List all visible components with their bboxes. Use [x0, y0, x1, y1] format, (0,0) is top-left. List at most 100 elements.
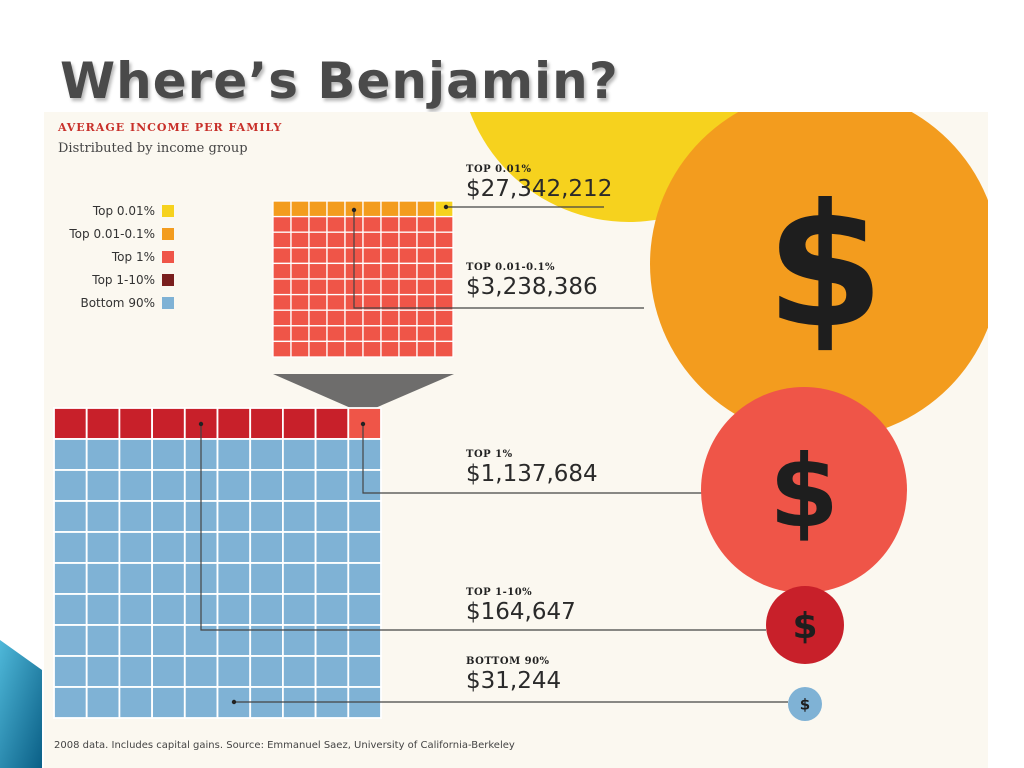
grid-cell	[281, 562, 317, 595]
leader-line	[362, 424, 704, 494]
grid-cell	[281, 500, 317, 533]
grid-cell	[344, 309, 364, 327]
grid-cell	[416, 200, 436, 218]
grid-cell	[118, 500, 154, 533]
callout-value: $164,647	[466, 599, 576, 625]
grid-cell	[416, 262, 436, 280]
grid-cell	[308, 293, 328, 311]
grid-cell	[53, 655, 88, 688]
bottom-grid	[53, 407, 382, 719]
infographic-panel: $ $ $ $ AVERAGE INCOME PER FAMILY Distribut…	[44, 112, 988, 768]
grid-cell	[347, 593, 382, 626]
grid-cell	[249, 531, 284, 564]
grid-cell	[151, 686, 186, 719]
callout-value: $3,238,386	[466, 274, 598, 300]
circle-top-1-10: $	[766, 586, 844, 664]
grid-cell	[308, 200, 328, 218]
grid-cell	[398, 231, 418, 249]
grid-cell	[290, 215, 310, 233]
callout-top-0-01: TOP 0.01% $27,342,212	[466, 164, 612, 202]
grid-cell	[53, 407, 88, 440]
grid-cell	[347, 438, 382, 471]
grid-cell	[290, 340, 310, 358]
grid-cell	[151, 562, 186, 595]
grid-cell	[326, 231, 346, 249]
circle-top-1: $	[701, 387, 907, 593]
grid-cell	[53, 500, 88, 533]
grid-cell	[53, 438, 88, 471]
grid-cell	[272, 215, 292, 233]
grid-cell	[53, 686, 88, 719]
grid-cell	[398, 340, 418, 358]
grid-cell	[53, 531, 88, 564]
callout-value: $1,137,684	[466, 461, 598, 487]
grid-cell	[398, 325, 418, 343]
grid-cell	[314, 593, 350, 626]
grid-cell	[416, 325, 436, 343]
grid-cell	[118, 407, 154, 440]
legend-item-top-0-01: Top 0.01%	[44, 201, 174, 221]
grid-cell	[326, 325, 346, 343]
leader-top-0-01	[443, 204, 604, 210]
grid-cell	[434, 309, 454, 327]
income-circle	[788, 687, 822, 721]
grid-cell	[85, 593, 121, 626]
leader-top-1	[360, 421, 704, 494]
grid-cell	[416, 340, 436, 358]
grid-cell	[216, 593, 252, 626]
grid-cell	[308, 262, 328, 280]
grid-cell	[216, 531, 252, 564]
grid-cell	[272, 293, 292, 311]
grid-cell	[281, 531, 317, 564]
grid-cell	[416, 247, 436, 265]
grid-cell	[398, 262, 418, 280]
grid-cell	[216, 562, 252, 595]
grid-cell	[249, 500, 284, 533]
grid-cell	[347, 655, 382, 688]
grid-cell	[308, 231, 328, 249]
grid-cell	[151, 531, 186, 564]
grid-cell	[53, 469, 88, 502]
dollar-sign-icon: $	[800, 695, 810, 713]
grid-cell	[362, 262, 382, 280]
grid-cell	[118, 562, 154, 595]
grid-cell	[308, 309, 328, 327]
grid-cell	[380, 215, 400, 233]
leader-top-1-10	[198, 421, 766, 631]
grid-cell	[434, 278, 454, 296]
leader-top-0-01-0-1	[351, 207, 644, 309]
grid-cell	[85, 500, 121, 533]
grid-cell	[290, 293, 310, 311]
legend-item-bottom-90: Bottom 90%	[44, 293, 174, 313]
grid-cell	[216, 655, 252, 688]
grid-cell	[326, 293, 346, 311]
grid-cell	[118, 655, 154, 688]
grid-cell	[53, 593, 88, 626]
dollar-sign-icon: $	[792, 606, 817, 647]
grid-cell	[290, 309, 310, 327]
grid-cell	[326, 262, 346, 280]
callout-label: BOTTOM 90%	[466, 656, 550, 667]
grid-cell	[272, 247, 292, 265]
leader-line	[200, 424, 766, 631]
grid-cell	[151, 469, 186, 502]
grid-cell	[118, 469, 154, 502]
circle-bottom-90: $	[788, 687, 822, 721]
grid-cell	[380, 200, 400, 218]
grid-cell	[344, 325, 364, 343]
leader-dot	[231, 699, 237, 705]
grid-cell	[380, 340, 400, 358]
grid-cell	[272, 231, 292, 249]
grid-cell	[434, 200, 454, 218]
grid-cell	[326, 278, 346, 296]
grid-cell	[85, 407, 121, 440]
leader-dot	[443, 204, 449, 210]
income-circle	[766, 586, 844, 664]
chart-title: AVERAGE INCOME PER FAMILY	[58, 121, 283, 134]
callout-top-1: TOP 1% $1,137,684	[466, 449, 598, 487]
income-circle	[650, 112, 988, 439]
grid-cell	[118, 686, 154, 719]
grid-cell	[290, 247, 310, 265]
legend-label: Top 1%	[111, 250, 155, 264]
legend-label: Bottom 90%	[80, 296, 155, 310]
